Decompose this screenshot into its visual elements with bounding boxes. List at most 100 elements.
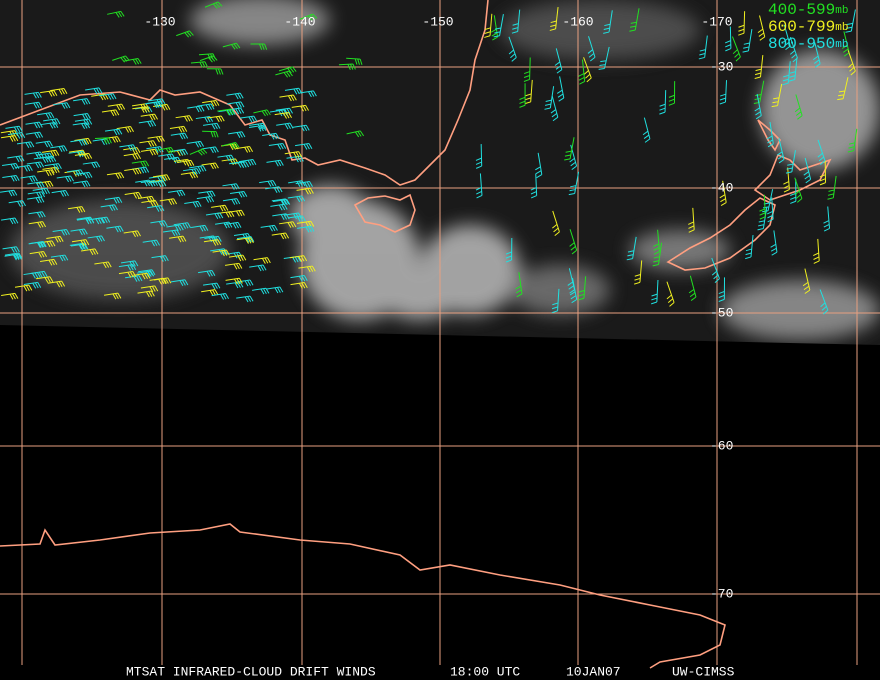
wind-barb bbox=[124, 58, 142, 65]
wind-barb bbox=[652, 242, 663, 267]
wind-barb bbox=[272, 213, 290, 220]
wind-barb bbox=[289, 255, 308, 262]
wind-barb bbox=[236, 295, 254, 303]
wind-barb bbox=[626, 236, 637, 261]
footer: MTSAT INFRARED-CLOUD DRIFT WINDS 18:00 U… bbox=[126, 664, 735, 679]
wind-barb bbox=[785, 150, 796, 174]
wind-barb bbox=[28, 221, 47, 228]
legend-unit: mb bbox=[835, 5, 848, 17]
wind-barb bbox=[217, 108, 235, 116]
wind-barb bbox=[783, 24, 791, 51]
wind-barb bbox=[66, 169, 85, 177]
wind-barb bbox=[47, 280, 66, 288]
wind-barb bbox=[26, 161, 45, 169]
wind-barb bbox=[549, 6, 559, 31]
wind-barb bbox=[82, 161, 101, 169]
wind-barb bbox=[272, 198, 291, 206]
wind-barb bbox=[287, 195, 306, 203]
wind-barb bbox=[69, 242, 88, 250]
wind-barb bbox=[140, 148, 159, 156]
wind-barb bbox=[228, 254, 247, 262]
wind-barb bbox=[76, 217, 95, 225]
legend-entry: 800-950mb bbox=[768, 35, 848, 53]
wind-barb bbox=[2, 162, 20, 170]
wind-barb bbox=[211, 293, 229, 300]
wind-barb bbox=[112, 55, 130, 63]
wind-barb bbox=[118, 264, 137, 271]
wind-barb bbox=[288, 180, 306, 187]
wind-barb bbox=[37, 169, 55, 177]
wind-barb bbox=[221, 143, 239, 151]
wind-barb bbox=[135, 106, 153, 114]
wind-barb bbox=[20, 175, 38, 183]
wind-barb bbox=[789, 37, 798, 63]
wind-barb bbox=[239, 115, 258, 123]
wind-barb bbox=[132, 103, 150, 110]
legend-range: 800-950 bbox=[768, 35, 835, 53]
wind-barb bbox=[284, 212, 302, 220]
wind-barb bbox=[16, 141, 35, 149]
wind-barb bbox=[206, 68, 224, 75]
wind-barb bbox=[783, 167, 790, 193]
wind-barb bbox=[36, 276, 54, 283]
wind-barb bbox=[94, 261, 112, 269]
wind-barb bbox=[176, 30, 194, 38]
legend-unit: mb bbox=[835, 22, 848, 34]
wind-barb bbox=[523, 57, 531, 82]
wind-barb bbox=[224, 262, 243, 270]
wind-barb bbox=[666, 281, 675, 307]
wind-barb bbox=[136, 270, 155, 278]
wind-barb bbox=[207, 115, 225, 123]
wind-barb bbox=[137, 195, 156, 203]
wind-barb bbox=[124, 191, 142, 199]
footer-source: UW-CIMSS bbox=[672, 664, 735, 679]
wind-barb bbox=[24, 101, 43, 109]
wind-barb bbox=[87, 235, 105, 243]
wind-barb bbox=[159, 198, 178, 206]
wind-barb bbox=[215, 221, 233, 229]
wind-barb bbox=[28, 211, 46, 218]
wind-barb bbox=[175, 115, 193, 122]
wind-barb bbox=[759, 194, 766, 220]
wind-barb bbox=[8, 200, 26, 207]
wind-barb bbox=[99, 93, 117, 100]
wind-barb bbox=[275, 107, 293, 115]
wind-barb bbox=[718, 277, 726, 302]
wind-barb bbox=[180, 171, 199, 179]
graticule bbox=[0, 0, 880, 665]
wind-barb bbox=[297, 225, 315, 233]
wind-barb bbox=[27, 196, 45, 204]
legend-range: 400-599 bbox=[768, 1, 835, 19]
wind-barb bbox=[71, 239, 90, 246]
wind-barb bbox=[554, 48, 563, 74]
wind-barb bbox=[794, 177, 803, 203]
latitude-label: -50 bbox=[710, 305, 733, 320]
wind-barb bbox=[100, 204, 118, 211]
wind-barb bbox=[153, 277, 172, 285]
wind-barb bbox=[754, 93, 762, 120]
wind-barb bbox=[225, 277, 243, 285]
wind-barb bbox=[771, 83, 783, 108]
wind-barb bbox=[346, 57, 363, 65]
wind-barb bbox=[770, 230, 778, 256]
wind-barb bbox=[74, 137, 92, 145]
wind-barb bbox=[4, 253, 22, 261]
latitude-labels: -30 -40 -50 -60 -70 bbox=[710, 59, 733, 601]
wind-barb bbox=[202, 122, 221, 130]
wind-barb bbox=[788, 57, 798, 82]
wind-barb bbox=[530, 173, 538, 199]
wind-barb bbox=[202, 282, 221, 290]
legend-entry: 600-799mb bbox=[768, 18, 848, 36]
wind-barb bbox=[260, 224, 278, 232]
wind-barb bbox=[653, 229, 660, 255]
wind-barb bbox=[123, 153, 142, 160]
wind-barb bbox=[290, 275, 308, 282]
wind-barb bbox=[569, 229, 578, 255]
longitude-label: -160 bbox=[562, 14, 593, 29]
wind-barb bbox=[37, 112, 55, 119]
wind-barb bbox=[72, 122, 91, 130]
wind-barb bbox=[271, 232, 290, 240]
wind-barb bbox=[147, 205, 165, 212]
wind-barb bbox=[484, 13, 493, 38]
wind-barb bbox=[51, 190, 69, 197]
